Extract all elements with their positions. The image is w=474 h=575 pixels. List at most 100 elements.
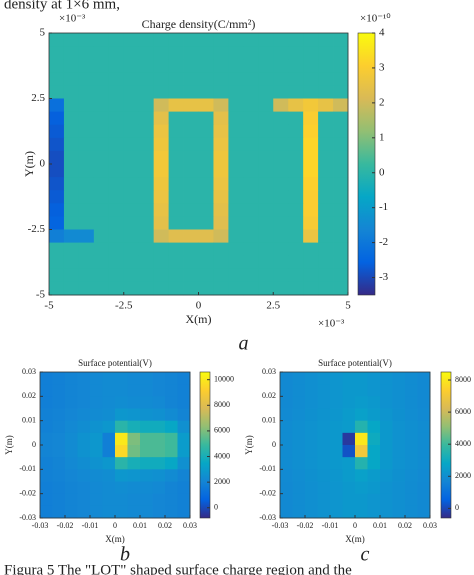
heatmap-cell [392,384,406,397]
heatmap-cell [417,432,431,446]
heatmap-cell [123,177,140,191]
heatmap-cell [183,190,199,204]
heatmap-cell [318,59,334,73]
heatmap-cell [127,396,141,409]
heatmap-cell [213,33,229,47]
heatmap-cell [228,72,244,86]
heatmap-cell [183,242,199,257]
heatmap-cell [273,33,289,47]
heatmap-cell [93,190,110,204]
heatmap-cell [93,59,110,73]
heatmap-cell [288,150,304,165]
heatmap-cell [228,98,244,112]
heatmap-cell [243,72,259,86]
heatmap-cell [355,420,368,434]
heatmap-cell [123,137,140,152]
heatmap-cell [168,137,184,152]
heatmap-cell [63,46,80,60]
heatmap-cell [273,281,289,296]
heatmap-cell [65,481,78,495]
heatmap-cell [417,445,431,458]
heatmap-cell [342,481,356,495]
heatmap-cell [127,432,141,446]
heatmap-cell [49,203,65,217]
y-tick-label: -2.5 [28,223,46,235]
heatmap-cell [333,255,349,270]
heatmap-cell [49,242,65,257]
heatmap-cell [168,59,184,73]
heatmap-cell [333,164,349,178]
heatmap-cell [152,445,166,458]
heatmap-cell [115,505,128,519]
heatmap-cell [52,432,66,446]
heatmap-cell [177,445,191,458]
heatmap-cell [65,408,78,422]
heatmap-cell [138,150,155,165]
heatmap-cell [198,111,214,126]
heatmap-cell [258,268,274,283]
heatmap-cell [153,203,169,217]
heatmap-cell [123,98,140,112]
heatmap-cell [317,408,331,422]
heatmap-cell [303,242,319,257]
colorbar-tick-label: 8000 [455,375,471,384]
heatmap-cell [392,445,406,458]
heatmap-cell [90,493,103,507]
heatmap-cell [228,242,244,257]
heatmap-cell [303,281,319,296]
heatmap-cell [258,98,274,112]
heatmap-cell [108,150,125,165]
heatmap-cell [405,505,418,519]
heatmap-cell [417,481,431,495]
heatmap-cell [417,372,431,385]
heatmap-cell [108,164,125,178]
figure-caption: Figura 5 The "LOT" shaped surface charge… [4,562,352,575]
x-tick-label: -0.01 [82,521,99,530]
heatmap-cell [280,481,293,495]
heatmap-cell [292,505,306,519]
heatmap-cell [138,72,155,86]
heatmap-cell [65,505,78,519]
heatmap-cell [138,203,155,217]
y-tick-label: -0.03 [19,513,36,522]
heatmap-cell [63,268,80,283]
heatmap-cell [243,268,259,283]
heatmap-cell [40,384,53,397]
heatmap-cell [318,111,334,126]
heatmap-cell [330,372,343,385]
heatmap-cell [318,85,334,99]
heatmap-cell [243,111,259,126]
heatmap-cell [115,408,128,422]
heatmap-cell [102,481,116,495]
heatmap-cell [288,124,304,139]
heatmap-cell [288,203,304,217]
heatmap-cell [288,33,304,47]
heatmap-cell [355,396,368,409]
heatmap-cell [127,469,141,482]
heatmap-cell [138,98,155,112]
heatmap-cell [258,85,274,99]
heatmap-cell [40,493,53,507]
heatmap-cell [318,216,334,230]
heatmap-cell [78,229,95,243]
heatmap-cell [213,150,229,165]
heatmap-cell [333,268,349,283]
heatmap-cell [292,457,306,470]
heatmap-cell [108,33,125,47]
heatmap-cell [152,408,166,422]
heatmap-cell [198,255,214,270]
heatmap-cell [168,177,184,191]
heatmap-cell [168,98,184,112]
y-tick-label: 2.5 [31,92,45,104]
heatmap-cell [152,481,166,495]
heatmap-cell [65,420,78,434]
heatmap-cell [138,229,155,243]
heatmap-cell [303,85,319,99]
heatmap-cell [288,72,304,86]
heatmap-cell [258,72,274,86]
heatmap-cell [177,408,191,422]
heatmap-cell [90,384,103,397]
y-tick-label: 0.03 [22,367,36,376]
heatmap-cell [292,408,306,422]
heatmap-cell [40,457,53,470]
